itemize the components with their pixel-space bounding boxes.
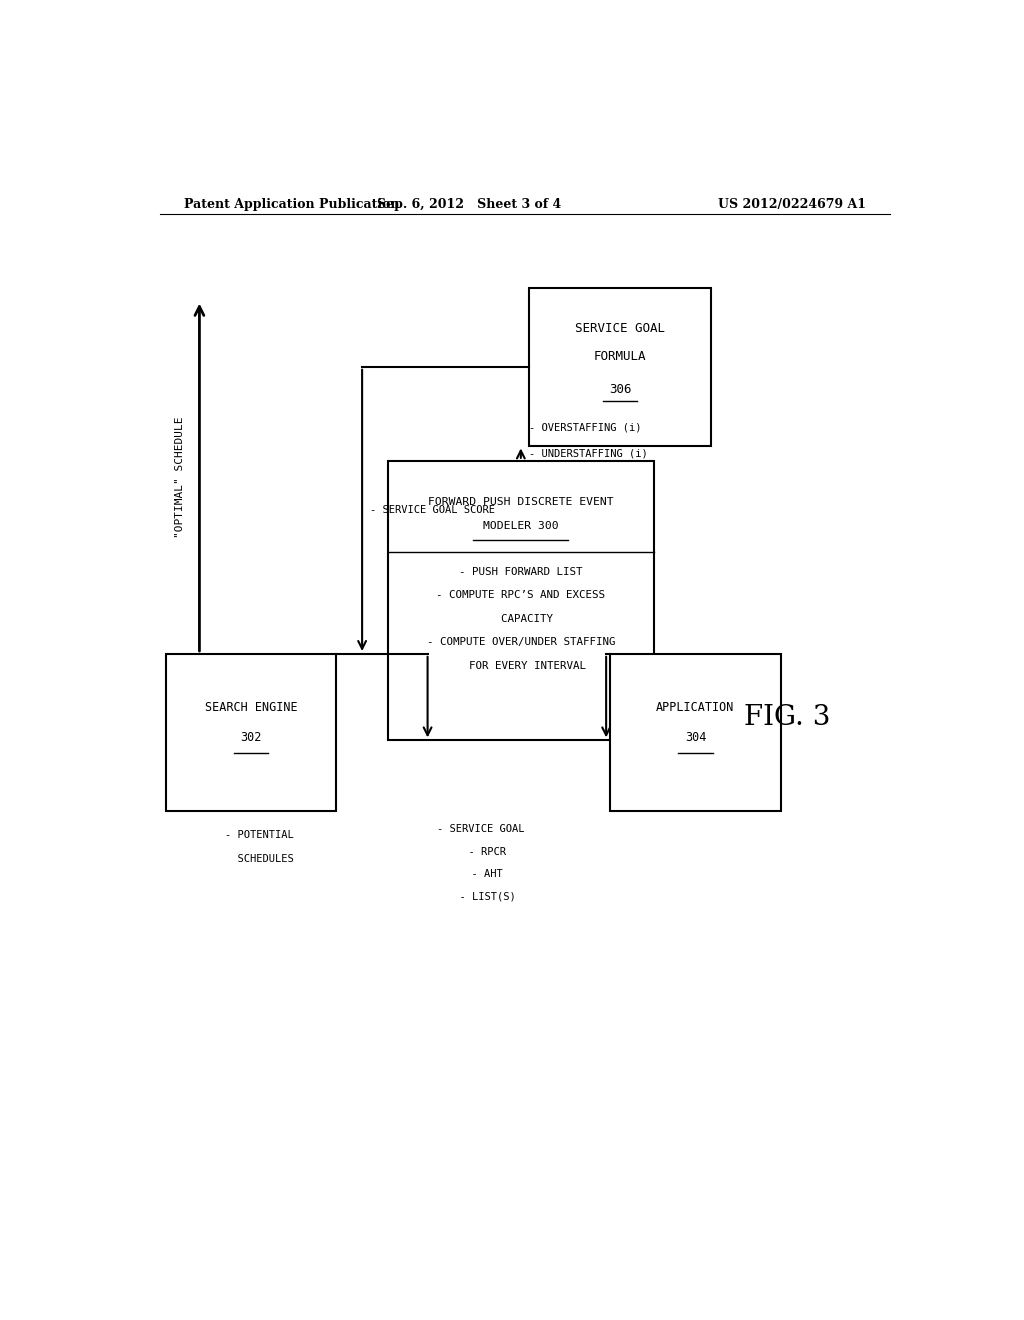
Bar bbox=[528, 288, 712, 446]
Bar bbox=[610, 653, 780, 812]
Bar bbox=[388, 461, 653, 741]
Text: - RPCR: - RPCR bbox=[456, 847, 506, 857]
Text: - COMPUTE OVER/UNDER STAFFING: - COMPUTE OVER/UNDER STAFFING bbox=[427, 638, 615, 647]
Text: "OPTIMAL" SCHEDULE: "OPTIMAL" SCHEDULE bbox=[174, 417, 184, 539]
Text: - SERVICE GOAL SCORE: - SERVICE GOAL SCORE bbox=[370, 506, 495, 515]
Text: Patent Application Publication: Patent Application Publication bbox=[183, 198, 399, 211]
Text: FORMULA: FORMULA bbox=[594, 350, 646, 363]
Text: SEARCH ENGINE: SEARCH ENGINE bbox=[205, 701, 297, 714]
Text: - COMPUTE RPC’S AND EXCESS: - COMPUTE RPC’S AND EXCESS bbox=[436, 590, 605, 601]
Text: - UNDERSTAFFING (i): - UNDERSTAFFING (i) bbox=[528, 449, 647, 458]
Text: - OVERSTAFFING (i): - OVERSTAFFING (i) bbox=[528, 422, 641, 433]
Text: SCHEDULES: SCHEDULES bbox=[224, 854, 293, 865]
Bar bbox=[166, 653, 336, 812]
Text: Sep. 6, 2012   Sheet 3 of 4: Sep. 6, 2012 Sheet 3 of 4 bbox=[377, 198, 561, 211]
Text: - SERVICE GOAL: - SERVICE GOAL bbox=[437, 824, 525, 834]
Text: MODELER 300: MODELER 300 bbox=[483, 521, 559, 532]
Text: - LIST(S): - LIST(S) bbox=[446, 892, 515, 902]
Text: US 2012/0224679 A1: US 2012/0224679 A1 bbox=[718, 198, 866, 211]
Text: CAPACITY: CAPACITY bbox=[488, 614, 553, 624]
Text: 306: 306 bbox=[609, 383, 631, 396]
Text: SERVICE GOAL: SERVICE GOAL bbox=[575, 322, 665, 335]
Text: FIG. 3: FIG. 3 bbox=[743, 704, 829, 731]
Text: APPLICATION: APPLICATION bbox=[656, 701, 734, 714]
Text: - PUSH FORWARD LIST: - PUSH FORWARD LIST bbox=[459, 568, 583, 577]
Text: - POTENTIAL: - POTENTIAL bbox=[224, 830, 293, 840]
Text: 302: 302 bbox=[241, 731, 262, 744]
Text: FORWARD PUSH DISCRETE EVENT: FORWARD PUSH DISCRETE EVENT bbox=[428, 496, 613, 507]
Text: 304: 304 bbox=[685, 731, 707, 744]
Text: FOR EVERY INTERVAL: FOR EVERY INTERVAL bbox=[456, 660, 586, 671]
Text: - AHT: - AHT bbox=[460, 870, 503, 879]
